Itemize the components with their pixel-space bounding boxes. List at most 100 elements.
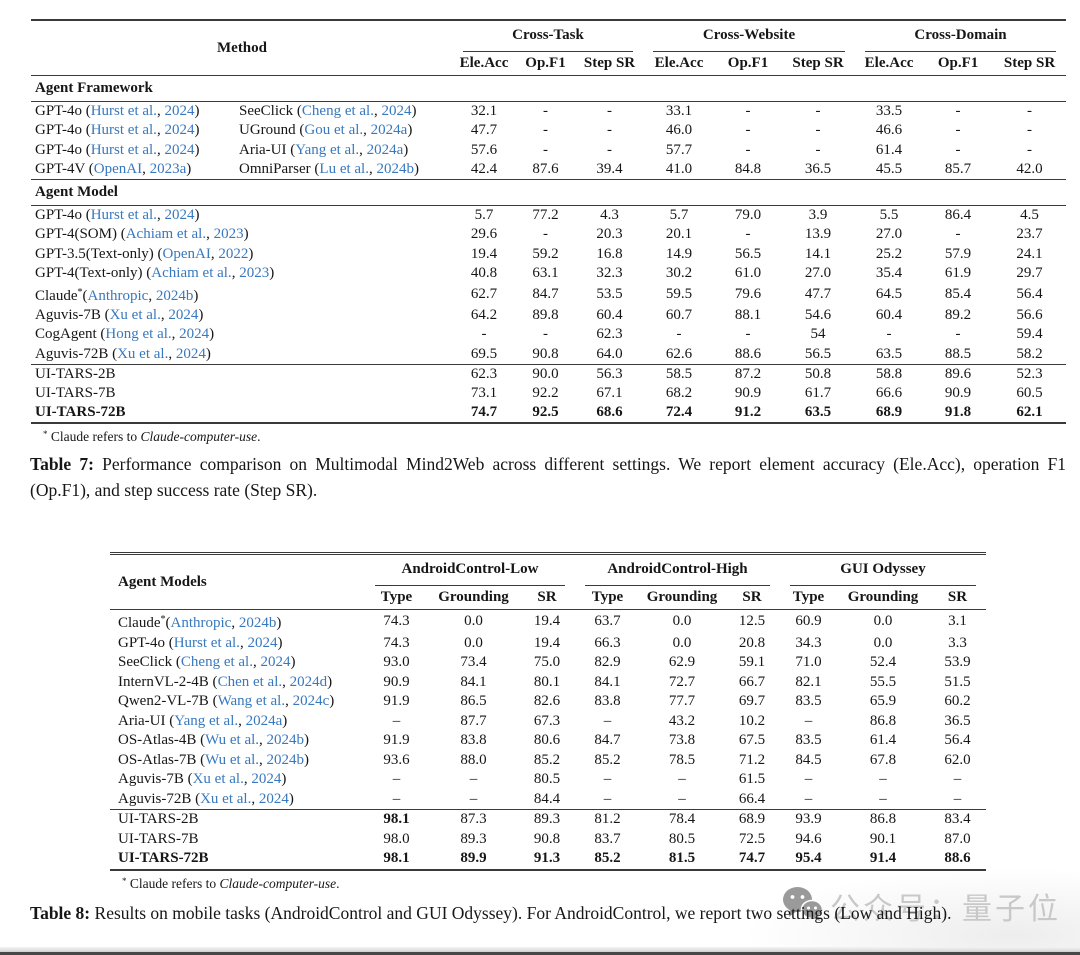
citation-link[interactable]: 2024 <box>164 122 195 139</box>
text-run: UI-TARS-72B <box>35 404 126 421</box>
value-cell: 27.0 <box>875 226 903 243</box>
citation-link[interactable]: 2022 <box>218 245 249 262</box>
citation-link[interactable]: 2024 <box>381 103 412 120</box>
text-run: SeeClick ( <box>118 654 181 670</box>
table7-caption-label: Table 7: <box>30 454 94 474</box>
citation-link[interactable]: Cheng et al. <box>180 654 253 670</box>
citation-link[interactable]: 2024 <box>164 207 195 224</box>
citation-link[interactable]: OpenAI <box>162 245 211 262</box>
table-row: Aguvis-7B (Xu et al., 2024) – – 80.5 – – 61.5 –… <box>110 770 986 790</box>
column-header: Type <box>780 586 837 610</box>
citation-link[interactable]: Gou et al. <box>304 122 364 139</box>
citation-link[interactable]: Cheng et al. <box>301 103 374 120</box>
value-cell: – <box>804 790 813 807</box>
text-run: UI-TARS-7B <box>118 830 199 847</box>
citation-link[interactable]: OpenAI <box>93 160 143 177</box>
value-cell: 3.3 <box>948 634 967 651</box>
citation-link[interactable]: Chen et al. <box>217 673 283 690</box>
value-cell: 61.5 <box>738 771 766 787</box>
footnote-star: * <box>122 875 127 886</box>
value-cell: 64.5 <box>875 286 903 303</box>
value-cell: 56.3 <box>576 363 644 385</box>
citation-link[interactable]: 2024a <box>366 141 404 158</box>
citation-link[interactable]: 2024 <box>164 141 195 158</box>
value-cell: 65.9 <box>869 693 897 709</box>
citation-link[interactable]: 2024 <box>164 103 195 120</box>
citation-link[interactable]: Hong et al. <box>105 326 172 343</box>
citation-link[interactable]: 2023 <box>213 226 244 243</box>
citation-link[interactable]: Achiam et al. <box>125 226 207 243</box>
citation-link[interactable]: Hurst et al. <box>90 122 157 139</box>
value-cell: 0.0 <box>873 613 893 629</box>
value-cell: 0.0 <box>873 634 893 651</box>
citation-link[interactable]: 2024b <box>155 288 194 305</box>
citation-link[interactable]: 2024b <box>238 615 277 631</box>
text-run: ) <box>186 160 192 177</box>
citation-link[interactable]: Yang et al. <box>174 712 239 729</box>
citation-link[interactable]: 2024 <box>251 771 282 787</box>
citation-link[interactable]: Achiam et al. <box>151 264 232 281</box>
value-cell: 82.6 <box>533 693 561 709</box>
citation-link[interactable]: 2024b <box>376 160 414 177</box>
citation-link[interactable]: 2023a <box>149 160 187 177</box>
citation-link[interactable]: Wang et al. <box>217 693 286 709</box>
method-column-header: Method <box>31 20 453 76</box>
method-cell: OS-Atlas-7B (Wu et al., 2024b) <box>110 751 365 771</box>
value-cell: 68.6 <box>596 404 623 421</box>
value-cell: - <box>1027 141 1033 158</box>
citation-link[interactable]: Xu et al. <box>200 790 252 807</box>
citation-link[interactable]: 2024c <box>292 693 330 709</box>
citation-link[interactable]: Hurst et al. <box>173 634 240 651</box>
value-cell: 63.5 <box>875 345 903 362</box>
value-cell: 66.7 <box>738 673 766 690</box>
window-bottom-edge <box>0 947 1080 955</box>
citation-link[interactable]: Anthropic <box>87 288 149 305</box>
citation-link[interactable]: 2023 <box>239 264 270 281</box>
citation-link[interactable]: Wu et al. <box>205 751 260 768</box>
table-row: GPT-4o (Hurst et al., 2024) UGround (Gou … <box>31 121 1066 140</box>
value-cell: 91.8 <box>944 404 972 421</box>
citation-link[interactable]: Hurst et al. <box>90 141 157 158</box>
value-cell: 60.2 <box>944 693 971 709</box>
table-row: OS-Atlas-4B (Wu et al., 2024b) 91.9 83.8 80… <box>110 731 986 751</box>
citation-link[interactable]: 2024 <box>168 307 199 324</box>
citation-link[interactable]: 2024b <box>266 732 305 748</box>
value-cell: 67.1 <box>596 385 623 402</box>
citation-link[interactable]: 2024 <box>175 345 206 362</box>
table-row: GPT-3.5(Text-only) (OpenAI, 2022) 19.4 59.… <box>31 245 1066 264</box>
text-run: UI-TARS-7B <box>35 385 116 402</box>
text-run: UI-TARS-2B <box>35 365 116 382</box>
citation-link[interactable]: 2024 <box>247 634 278 651</box>
citation-link[interactable]: Xu et al. <box>192 771 244 787</box>
citation-link[interactable]: Lu et al. <box>319 160 369 177</box>
citation-link[interactable]: Wu et al. <box>205 732 260 748</box>
value-cell: – <box>678 790 686 807</box>
text-run: GPT-4V ( <box>35 160 94 177</box>
value-cell: 78.4 <box>640 809 724 830</box>
citation-link[interactable]: Hurst et al. <box>90 103 157 120</box>
value-cell: 53.9 <box>944 654 971 670</box>
value-cell: 86.4 <box>944 207 972 224</box>
value-cell: - <box>607 122 612 139</box>
citation-link[interactable]: 2024 <box>179 326 210 343</box>
value-cell: 72.4 <box>665 404 693 421</box>
citation-link[interactable]: 2024b <box>266 751 305 768</box>
footnote-period: . <box>257 429 261 445</box>
value-cell: 87.6 <box>532 160 559 177</box>
citation-link[interactable]: 2024a <box>370 122 408 139</box>
footnote-period: . <box>336 875 340 891</box>
value-cell: 87.7 <box>460 712 487 729</box>
column-header: SR <box>929 586 987 610</box>
value-cell: 0.0 <box>464 634 483 651</box>
citation-link[interactable]: 2024a <box>245 712 283 729</box>
citation-link[interactable]: Yang et al. <box>295 141 360 158</box>
citation-link[interactable]: Xu et al. <box>117 345 169 362</box>
citation-link[interactable]: 2024d <box>289 673 328 690</box>
value-cell: – <box>953 771 962 787</box>
footnote-italic: Claude-computer-use <box>140 429 258 445</box>
citation-link[interactable]: 2024 <box>260 654 291 670</box>
citation-link[interactable]: Hurst et al. <box>90 207 157 224</box>
citation-link[interactable]: Xu et al. <box>109 307 161 324</box>
citation-link[interactable]: Anthropic <box>170 615 232 631</box>
citation-link[interactable]: 2024 <box>258 790 289 807</box>
